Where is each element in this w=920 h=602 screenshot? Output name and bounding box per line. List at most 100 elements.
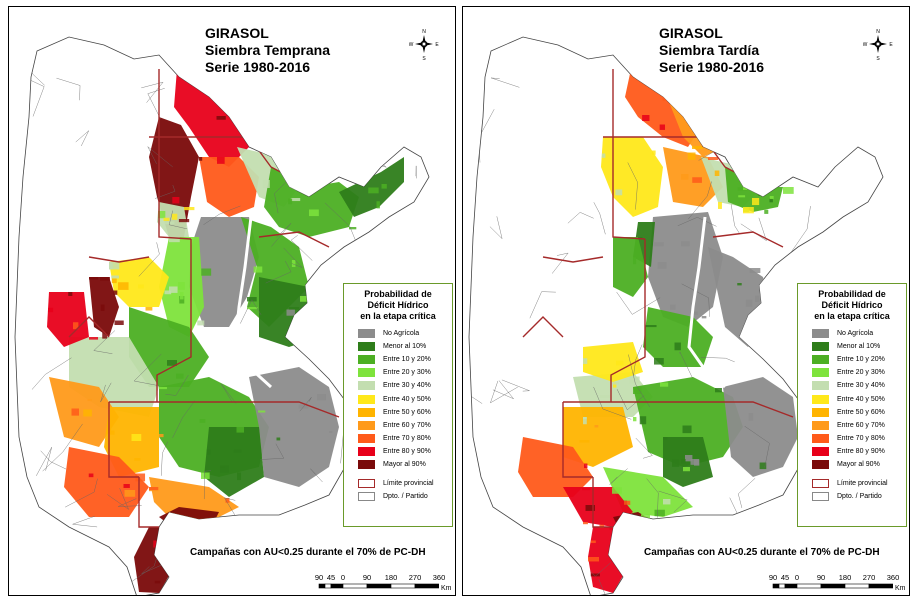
map-panel-siembra-tardia: GIRASOL Siembra Tardía Serie 1980-2016 N… [462,6,910,596]
legend-label: No Agrícola [837,330,874,338]
mosaic-patch [225,498,230,503]
mosaic-patch [652,150,656,155]
department-boundary [397,135,413,144]
legend-label: Límite provincial [837,480,888,488]
department-boundary [384,100,395,116]
mosaic-patch [590,540,596,543]
mosaic-patch [247,307,258,310]
legend-swatch [358,479,375,489]
department-boundary [593,202,606,235]
mosaic-patch [368,187,379,194]
department-boundary [75,130,89,147]
department-boundary [141,81,164,103]
mosaic-patch [111,278,117,284]
department-boundary [700,357,735,363]
department-boundary [310,468,323,483]
department-boundary [107,488,130,510]
legend-title: Probabilidad de Déficit Hídrico en la et… [814,289,890,321]
mosaic-patch [681,174,689,180]
mosaic-patch [48,307,54,313]
department-boundary [469,386,483,405]
legend-item: Entre 20 y 30% [798,366,906,379]
scale-segment [342,583,368,589]
legend-item: Entre 50 y 60% [798,406,906,419]
mosaic-patch [745,299,753,307]
legend-swatch [358,329,375,339]
mosaic-patch [113,290,118,295]
scale-segment [318,583,326,589]
mosaic-patch [253,266,263,273]
legend-swatch [812,420,829,430]
legend-swatch [358,342,375,352]
legend-label: Entre 50 y 60% [383,408,431,416]
scale-segment [868,583,893,589]
legend-item: Límite provincial [798,477,906,490]
mosaic-patch [613,382,617,388]
mosaic-patch [634,539,642,543]
legend-label: Límite provincial [383,480,434,488]
legend-item: Menor al 10% [344,340,452,353]
compass-rose-icon: N S E W [863,29,893,62]
department-layer [15,37,420,593]
scale-segment [772,583,780,589]
scale-tick-label: 90 [816,573,826,582]
scale-bar: 90 45 0 90 180 270 360 Km [767,573,907,595]
legend-label: Entre 70 y 80% [383,434,431,442]
province-boundary [108,402,139,478]
mosaic-patch [279,157,288,161]
legend: Probabilidad de Déficit Hídrico en la et… [343,283,453,527]
scale-segment [778,583,786,589]
scale-segment [390,583,416,589]
legend-item: Entre 60 y 70% [344,419,452,432]
department-boundary [299,397,312,412]
department-boundary [274,182,286,214]
mosaic-patch [743,167,754,174]
legend-swatch [358,433,375,443]
legend-items: No Agrícola Menor al 10% Entre 10 y 20% Ent… [344,327,452,503]
legend-item: No Agrícola [798,327,906,340]
mosaic-patch [752,198,760,206]
province-boundary [68,316,110,338]
mosaic-patch [220,465,229,473]
department-boundary [221,383,237,404]
legend-swatch [812,459,829,469]
mosaic-patch [135,473,146,482]
mosaic-patch [588,557,599,562]
mosaic-patch [171,213,178,220]
probability-region [129,307,209,387]
probability-region [199,157,259,217]
legend-label: Entre 60 y 70% [837,421,885,429]
legend-item: Dpto. / Partido [344,490,452,503]
mosaic-patch [583,417,587,420]
mosaic-patch [289,307,300,310]
department-boundary [835,534,872,543]
mosaic-patch [123,484,130,488]
title-line-sowing: Siembra Temprana [205,42,331,58]
legend-label: Dpto. / Partido [383,493,428,501]
department-boundary [203,205,241,225]
department-boundary [635,437,653,459]
river [233,216,273,389]
mosaic-patch [759,462,767,470]
mosaic-patch [663,499,671,505]
legend-label: Entre 60 y 70% [383,421,431,429]
legend-label: Menor al 10% [383,343,427,351]
mosaic-patch [111,275,119,279]
department-boundary [688,181,712,220]
department-boundary [161,441,168,476]
mosaic-patch [233,449,242,453]
mosaic-patch [663,437,668,440]
compass-e: E [889,42,893,48]
mosaic-patch [154,580,161,584]
mosaic-patch [172,197,180,204]
mosaic-patch [206,449,211,455]
department-boundary [529,291,556,319]
mosaic-patch [165,581,176,587]
mosaic-patch [694,459,700,466]
scale-tick-label: 360 [432,573,446,582]
scale-tick-label: 90 [362,573,372,582]
department-boundary [744,425,770,468]
department-boundary [552,252,569,274]
legend-swatch [812,394,829,404]
mosaic-patch [590,573,600,577]
